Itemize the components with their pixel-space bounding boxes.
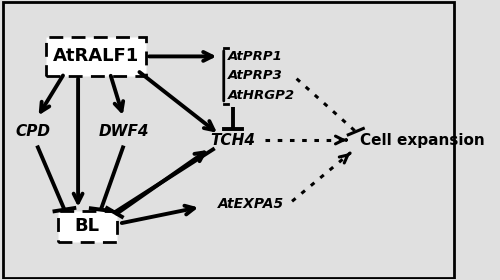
Text: CPD: CPD [15,124,50,139]
Text: AtHRGP2: AtHRGP2 [228,89,296,102]
FancyBboxPatch shape [58,211,117,242]
Text: AtEXPA5: AtEXPA5 [218,197,284,211]
Text: BL: BL [74,217,100,235]
Text: AtRALF1: AtRALF1 [53,47,140,66]
Text: Cell expansion: Cell expansion [360,132,485,148]
Text: AtPRP1: AtPRP1 [228,50,283,63]
Text: AtPRP3: AtPRP3 [228,69,283,82]
Text: DWF4: DWF4 [98,124,149,139]
FancyBboxPatch shape [46,37,146,76]
Text: TCH4: TCH4 [210,132,256,148]
